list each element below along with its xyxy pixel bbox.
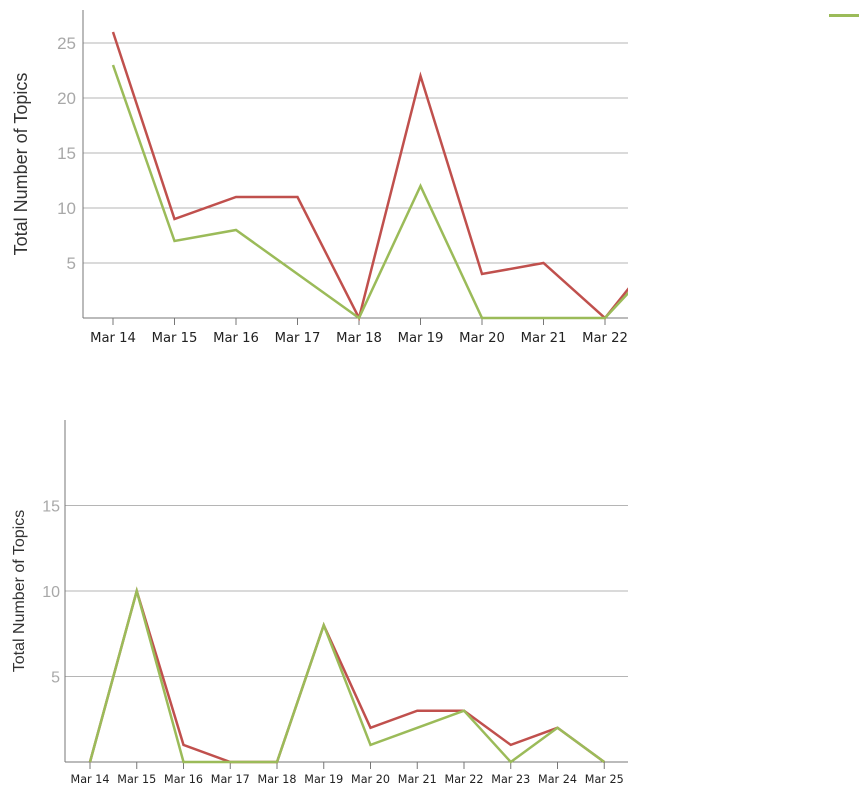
x-tick-label: Mar 16 [213,331,259,346]
series-line-2 [88,586,605,764]
y-tick-label: 5 [67,254,76,273]
x-tick-label: Mar 21 [398,773,437,786]
x-tick-label: Mar 15 [117,773,156,786]
y-tick-label: 15 [42,499,60,516]
y-tick-label: 20 [57,89,76,108]
chart-1: 5 10 15 20 25 Mar 14 Mar 15 Mar 16 Mar 17 Mar 18 M… [11,10,628,346]
x-tick-label: Mar 14 [71,773,110,786]
x-tick-label: Mar 14 [90,331,136,346]
x-tick-label: Mar 22 [445,773,484,786]
x-tick-label: Mar 15 [152,331,198,346]
x-tick-label: Mar 16 [164,773,203,786]
x-tick-label: Mar 19 [304,773,343,786]
y-tick-label: 10 [42,584,60,601]
x-tick-label: Mar 20 [351,773,390,786]
y-axis-label: Total Number of Topics [11,73,31,256]
series-line-1 [111,31,628,322]
series-line-2 [111,64,628,320]
x-tick-label: Mar 18 [258,773,297,786]
x-tick-label: Mar 23 [491,773,530,786]
y-tick-label: 15 [57,144,76,163]
x-tick-label: Mar 24 [538,773,577,786]
y-tick-label: 25 [57,34,76,53]
x-tick-label: Mar 20 [459,331,505,346]
y-axis-label: Total Number of Topics [11,510,28,672]
x-tick-label: Mar 17 [275,331,321,346]
y-tick-label: 5 [51,670,60,687]
series-line-1 [88,586,605,764]
x-tick-label: Mar 22 [582,331,628,346]
x-tick-label: Mar 18 [336,331,382,346]
x-tick-label: Mar 19 [398,331,444,346]
x-tick-label: Mar 17 [211,773,250,786]
x-tick-label: Mar 25 [585,773,624,786]
y-tick-label: 10 [57,199,76,218]
legend-swatch [829,14,859,17]
x-tick-label: Mar 21 [521,331,567,346]
